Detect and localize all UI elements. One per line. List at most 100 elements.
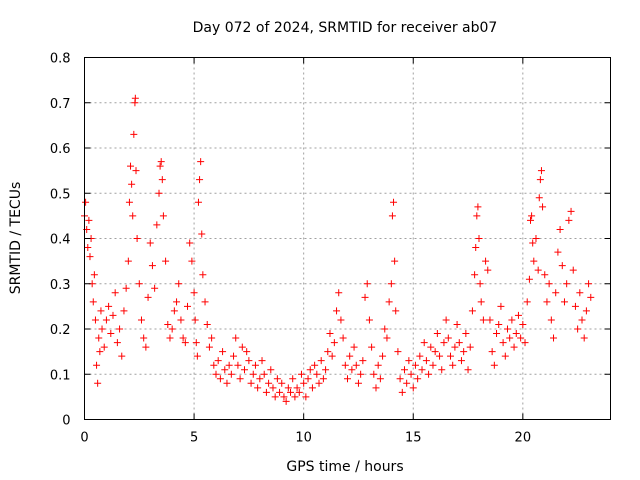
data-point	[420, 339, 428, 347]
data-point	[474, 203, 482, 211]
data-point	[306, 366, 314, 374]
data-point	[230, 352, 238, 360]
data-point	[153, 221, 161, 229]
data-point	[308, 384, 316, 392]
data-point	[170, 307, 178, 315]
data-points	[81, 94, 595, 405]
data-point	[196, 176, 204, 184]
data-point	[98, 325, 106, 333]
data-point	[394, 348, 402, 356]
data-point	[466, 343, 474, 351]
data-point	[475, 235, 483, 242]
data-point	[510, 343, 518, 351]
data-point	[521, 339, 529, 347]
data-point	[267, 366, 275, 374]
data-point	[541, 271, 549, 279]
data-point	[374, 361, 382, 369]
data-point	[405, 357, 413, 365]
data-point	[199, 271, 207, 279]
data-point	[381, 325, 389, 333]
y-axis-label: SRMTID / TECUs	[8, 182, 24, 295]
data-point	[350, 343, 358, 351]
data-point	[425, 370, 433, 378]
data-point	[256, 375, 264, 383]
data-point	[302, 393, 310, 401]
data-point	[582, 307, 590, 315]
data-point	[365, 316, 373, 324]
data-point	[427, 343, 435, 351]
data-point	[188, 257, 196, 265]
data-point	[179, 334, 187, 342]
data-point	[476, 280, 484, 288]
data-point	[359, 357, 367, 365]
data-point	[311, 361, 319, 369]
data-point	[113, 339, 121, 347]
data-point	[304, 375, 312, 383]
data-point	[265, 379, 273, 387]
data-point	[273, 375, 281, 383]
data-point	[523, 298, 531, 306]
data-point	[107, 330, 115, 338]
data-point	[142, 343, 150, 351]
data-point	[122, 284, 130, 292]
data-point	[552, 289, 560, 297]
y-tick-label: 0.5	[50, 187, 71, 202]
data-point	[144, 293, 152, 301]
data-point	[455, 339, 463, 347]
data-point	[444, 334, 452, 342]
data-point	[387, 280, 395, 288]
data-point	[124, 257, 132, 265]
data-point	[175, 280, 183, 288]
data-point	[159, 212, 167, 220]
data-point	[330, 339, 338, 347]
data-point	[514, 311, 522, 319]
data-point	[576, 289, 584, 297]
data-point	[157, 158, 165, 166]
data-point	[499, 339, 507, 347]
data-point	[89, 298, 97, 306]
data-point	[482, 257, 490, 265]
y-tick-label: 0.4	[50, 233, 71, 248]
data-point	[490, 361, 498, 369]
data-point	[495, 320, 503, 328]
data-point	[422, 357, 430, 365]
data-point	[162, 257, 170, 265]
data-point	[131, 94, 139, 102]
data-point	[462, 330, 470, 338]
data-point	[105, 302, 113, 310]
data-point	[571, 302, 579, 310]
data-point	[530, 257, 538, 265]
data-point	[140, 334, 148, 342]
data-point	[94, 379, 102, 387]
data-point	[328, 352, 336, 360]
data-point	[315, 379, 323, 387]
data-point	[563, 280, 571, 288]
data-point	[550, 334, 558, 342]
data-point	[411, 361, 419, 369]
data-point	[198, 230, 206, 238]
data-point	[208, 334, 216, 342]
data-point	[278, 379, 286, 387]
data-point	[506, 334, 514, 342]
data-point	[109, 311, 117, 319]
data-point	[527, 216, 535, 224]
data-point	[471, 271, 479, 279]
data-point	[96, 348, 104, 356]
data-point	[390, 198, 398, 206]
data-point	[164, 320, 172, 328]
data-point	[155, 189, 163, 197]
data-point	[82, 198, 90, 206]
data-point	[414, 375, 422, 383]
data-point	[238, 343, 246, 351]
data-point	[262, 388, 270, 396]
data-point	[236, 375, 244, 383]
data-point	[225, 361, 233, 369]
data-point	[534, 266, 542, 274]
y-tick-label: 0.8	[50, 52, 71, 67]
data-point	[129, 212, 137, 220]
y-tick-label: 0	[62, 414, 70, 429]
data-point	[135, 280, 143, 288]
data-point	[453, 320, 461, 328]
data-point	[361, 293, 369, 301]
data-point	[214, 357, 222, 365]
